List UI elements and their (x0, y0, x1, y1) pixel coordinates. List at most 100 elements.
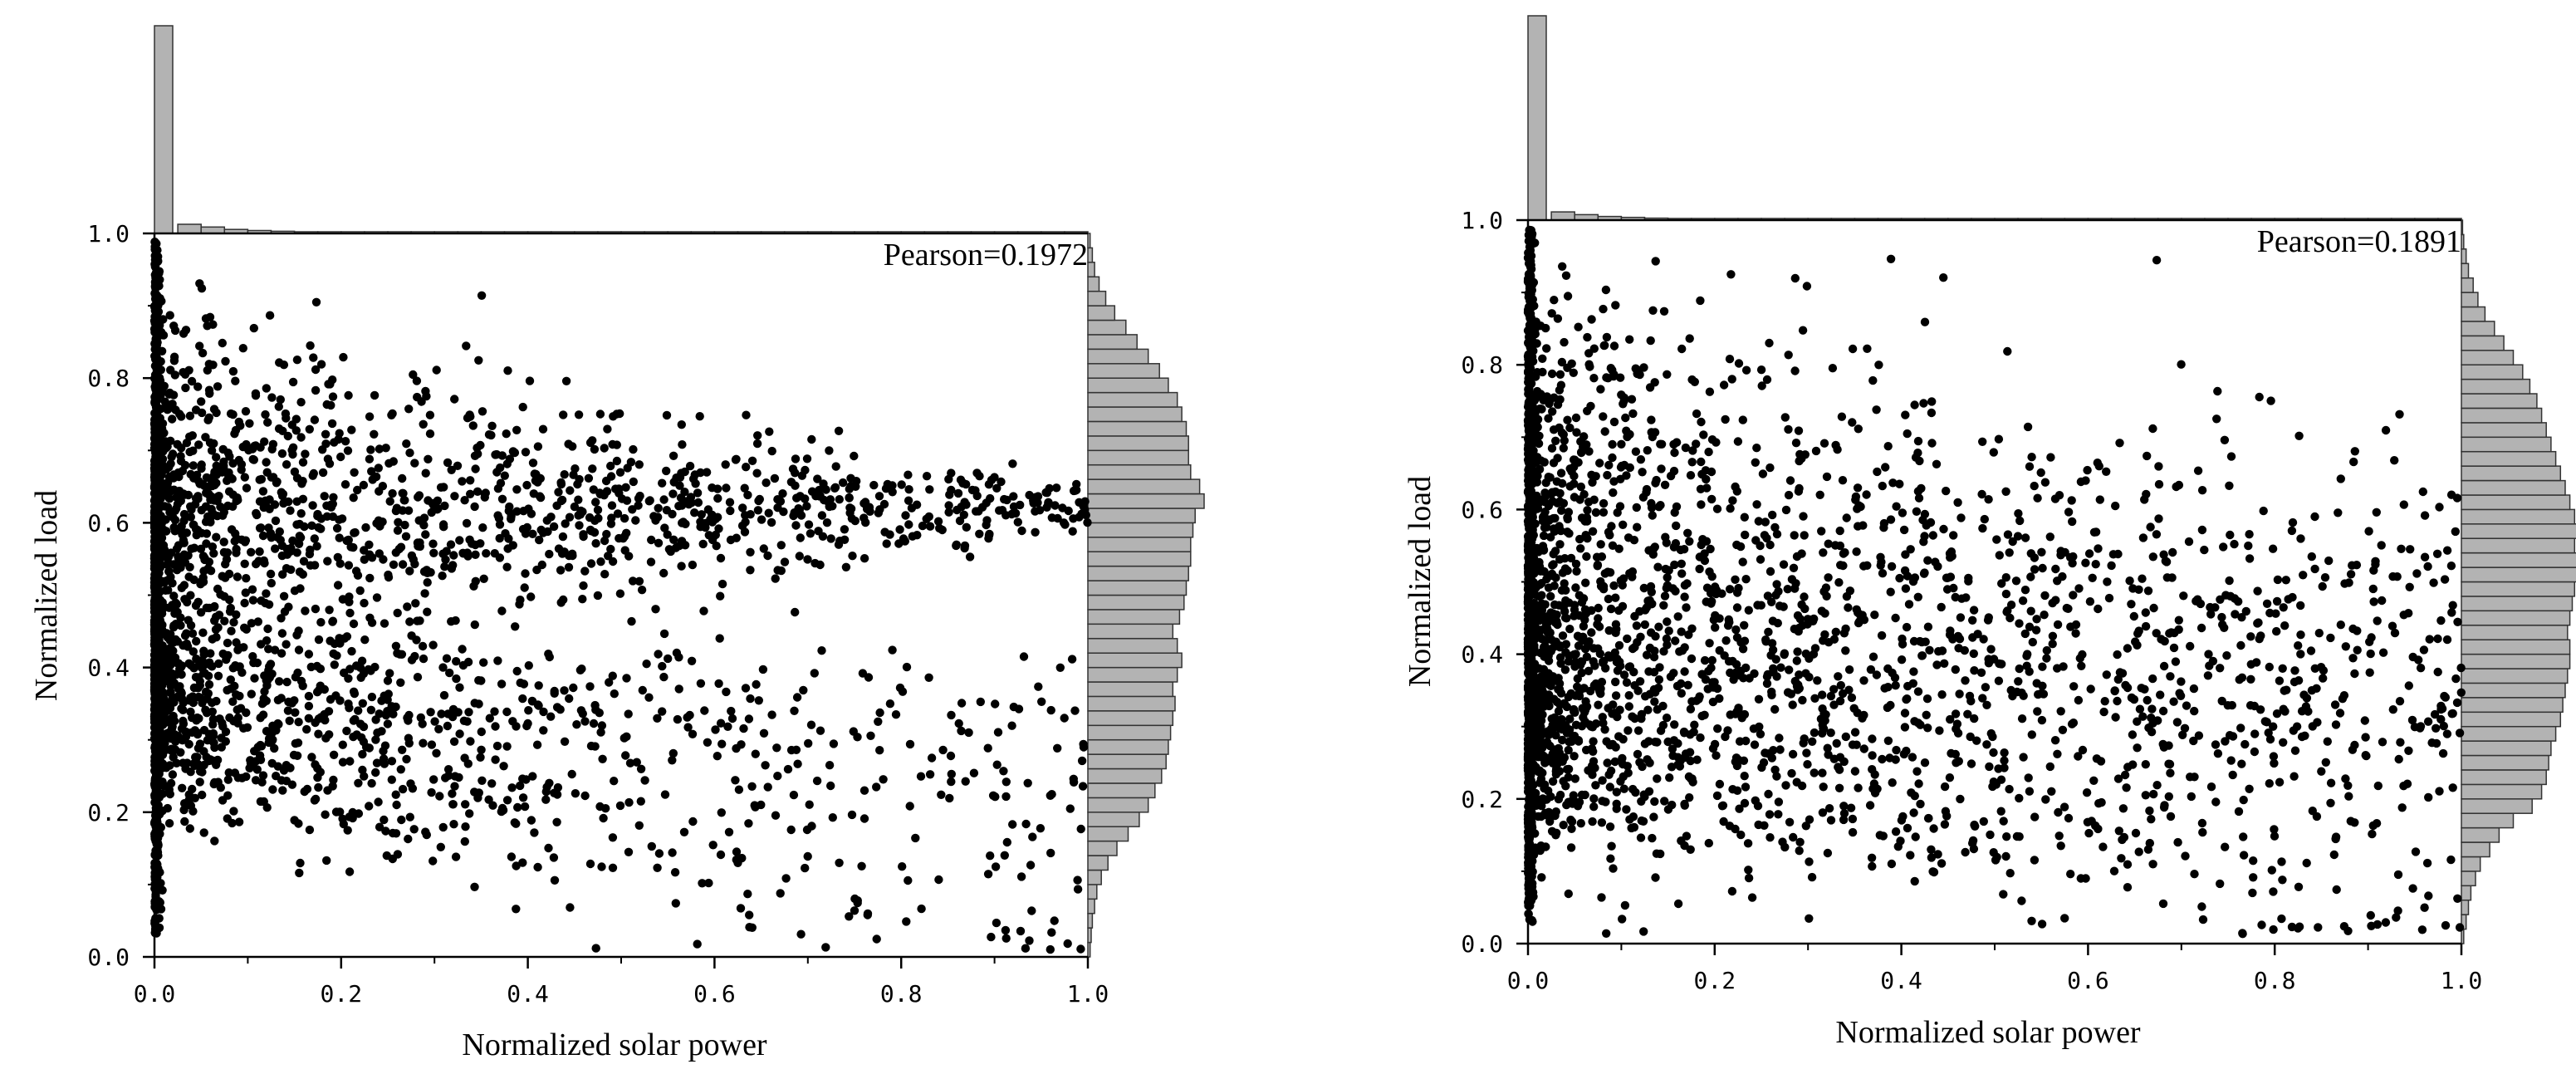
data-point (170, 609, 179, 618)
data-point (1070, 706, 1080, 715)
data-point (937, 790, 946, 799)
data-point (2102, 467, 2111, 476)
data-point (522, 480, 531, 490)
data-point (154, 479, 164, 488)
data-point (321, 429, 331, 439)
data-point (1050, 916, 1059, 925)
data-point (156, 487, 165, 497)
data-point (2123, 883, 2133, 892)
data-point (2304, 707, 2313, 716)
data-point (1687, 654, 1697, 664)
data-point (276, 395, 285, 405)
data-point (2152, 530, 2162, 539)
data-point (1002, 792, 1011, 802)
data-point (419, 738, 428, 748)
data-point (572, 720, 581, 729)
data-point (1707, 467, 1717, 477)
data-point (1065, 804, 1075, 813)
data-point (367, 692, 377, 702)
data-point (359, 480, 369, 490)
data-point (725, 498, 735, 507)
data-point (559, 410, 568, 419)
data-point (193, 713, 202, 723)
data-point (262, 384, 271, 393)
data-point (1597, 818, 1607, 827)
data-point (478, 523, 487, 532)
data-point (318, 468, 328, 478)
data-point (251, 391, 261, 400)
y-histogram-bar (1087, 348, 1149, 365)
data-point (840, 525, 850, 534)
data-point (580, 791, 590, 801)
y-histogram-bar (2461, 841, 2490, 858)
data-point (181, 383, 190, 393)
data-point (245, 419, 254, 428)
data-point (717, 739, 727, 748)
data-point (410, 459, 419, 468)
data-point (201, 314, 211, 323)
data-point (193, 743, 203, 753)
data-point (600, 570, 610, 579)
y-histogram-bar (2461, 754, 2549, 771)
data-point (1076, 824, 1085, 834)
data-point (850, 906, 859, 915)
data-point (465, 535, 474, 544)
data-point (198, 661, 208, 670)
data-point (1566, 843, 1576, 852)
data-point (654, 849, 664, 858)
data-point (550, 689, 559, 698)
data-point (502, 742, 512, 751)
data-point (778, 489, 787, 498)
data-point (677, 420, 686, 429)
data-point (2179, 591, 2188, 601)
data-point (338, 740, 347, 749)
data-point (531, 469, 541, 479)
data-point (1999, 817, 2008, 826)
data-point (234, 455, 243, 465)
data-point (2447, 709, 2456, 719)
data-point (163, 442, 172, 451)
data-point (523, 719, 532, 728)
data-point (835, 495, 844, 504)
data-point (1549, 459, 1559, 468)
data-point (159, 694, 169, 704)
data-point (863, 910, 873, 920)
data-point (224, 569, 234, 579)
data-point (274, 402, 283, 411)
data-point (2269, 722, 2278, 731)
data-point (208, 360, 218, 370)
data-point (2000, 748, 2009, 758)
data-point (164, 702, 173, 711)
data-point (1046, 791, 1055, 800)
data-point (799, 685, 808, 695)
data-point (589, 719, 599, 728)
data-point (556, 566, 566, 575)
data-point (859, 554, 869, 563)
data-point (409, 825, 419, 834)
data-point (992, 918, 1002, 928)
data-point (1818, 808, 1828, 817)
data-point (552, 817, 561, 826)
data-point (1582, 552, 1591, 562)
data-point (2430, 709, 2440, 719)
data-point (448, 800, 458, 809)
data-point (530, 828, 539, 837)
data-point (490, 549, 499, 558)
data-point (423, 607, 432, 616)
data-point (278, 570, 287, 579)
data-point (702, 468, 712, 477)
data-point (160, 738, 169, 748)
data-point (526, 816, 536, 825)
data-point (360, 635, 370, 645)
data-point (684, 500, 693, 509)
data-point (674, 684, 683, 694)
data-point (381, 826, 390, 836)
data-point (535, 492, 545, 501)
data-point (502, 707, 512, 717)
data-point (375, 709, 384, 719)
data-point (638, 685, 647, 695)
data-point (598, 754, 607, 763)
data-point (947, 485, 956, 495)
data-point (263, 624, 272, 634)
data-point (371, 735, 380, 744)
